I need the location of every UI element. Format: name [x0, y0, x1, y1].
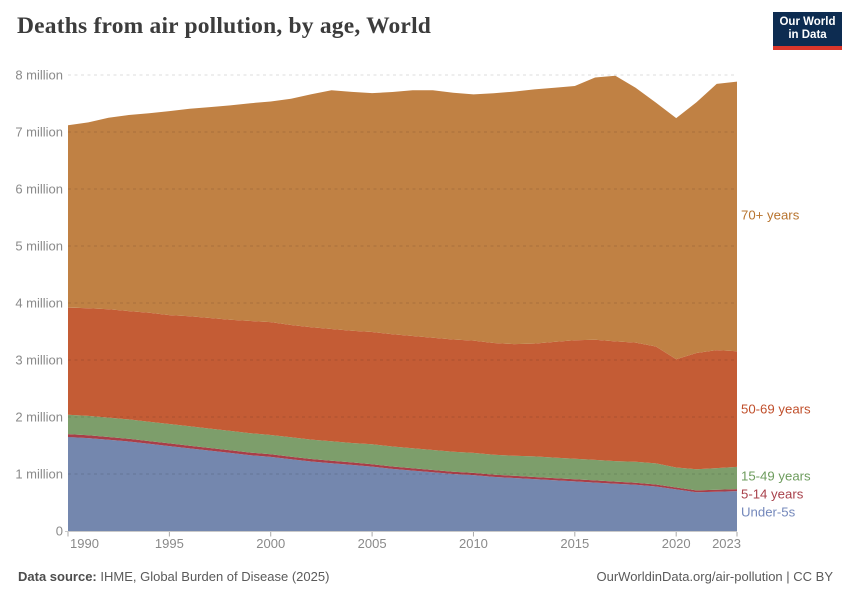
y-axis-label-7-million: 7 million: [15, 125, 63, 140]
data-source-label: Data source:: [18, 569, 97, 584]
area-15-49-years: [68, 414, 737, 491]
x-axis-label-2015: 2015: [560, 536, 589, 551]
chart-title: Deaths from air pollution, by age, World: [17, 13, 432, 39]
x-axis-label-2023: 2023: [712, 536, 741, 551]
y-axis-label-0: 0: [56, 524, 63, 539]
area-50-69-years: [68, 307, 737, 470]
series-label-under-5s: Under-5s: [741, 505, 796, 520]
data-source-text: IHME, Global Burden of Disease (2025): [96, 569, 330, 584]
x-axis-label-2000: 2000: [256, 536, 285, 551]
series-label-50-69-years: 50-69 years: [741, 402, 811, 417]
x-axis-label-2010: 2010: [459, 536, 488, 551]
area-70-years: [68, 75, 737, 360]
y-axis-label-5-million: 5 million: [15, 239, 63, 254]
series-label-5-14-years: 5-14 years: [741, 487, 804, 502]
area-under-5s: [68, 436, 737, 531]
owid-logo-line1: Our World: [779, 16, 836, 28]
x-axis-label-2005: 2005: [358, 536, 387, 551]
y-axis-label-4-million: 4 million: [15, 296, 63, 311]
license-note: OurWorldinData.org/air-pollution | CC BY: [596, 569, 833, 584]
area-5-14-years: [68, 434, 737, 493]
y-axis-label-2-million: 2 million: [15, 410, 63, 425]
owid-logo-line2: in Data: [788, 29, 827, 41]
owid-logo: Our World in Data: [773, 12, 842, 50]
y-axis-label-8-million: 8 million: [15, 68, 63, 83]
x-axis-label-1990: 1990: [70, 536, 99, 551]
x-axis-label-1995: 1995: [155, 536, 184, 551]
y-axis-label-1-million: 1 million: [15, 467, 63, 482]
series-label-70-years: 70+ years: [741, 208, 800, 223]
x-axis-label-2020: 2020: [662, 536, 691, 551]
series-label-15-49-years: 15-49 years: [741, 469, 811, 484]
y-axis-label-6-million: 6 million: [15, 182, 63, 197]
data-source: Data source: IHME, Global Burden of Dise…: [18, 569, 329, 584]
y-axis-label-3-million: 3 million: [15, 353, 63, 368]
